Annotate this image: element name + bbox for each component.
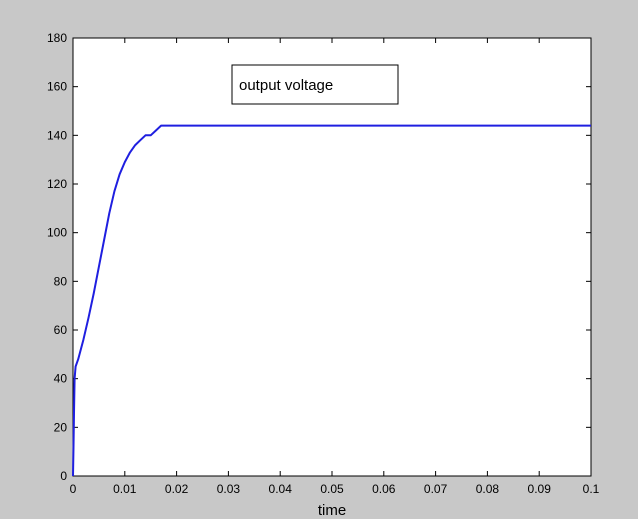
x-axis: 0 0.01 0.02 0.03 0.04 0.05 0.06 0.07 0.08 0.09 0.1 — [70, 38, 600, 496]
legend-box — [231, 64, 399, 105]
x-tick-label: 0.05 — [320, 482, 344, 496]
y-tick-label: 60 — [54, 323, 68, 337]
y-tick-label: 160 — [47, 80, 67, 94]
y-axis: 0 20 40 60 80 100 120 140 160 180 — [47, 31, 591, 483]
x-axis-label: time — [318, 502, 346, 519]
legend: output voltage — [231, 64, 399, 105]
y-tick-label: 140 — [47, 128, 67, 142]
plot-area — [72, 37, 592, 477]
x-tick-label: 0.08 — [476, 482, 500, 496]
y-tick-label: 100 — [47, 226, 67, 240]
x-tick-label: 0.01 — [113, 482, 137, 496]
y-tick-label: 0 — [60, 469, 67, 483]
y-tick-label: 120 — [47, 177, 67, 191]
x-tick-label: 0.09 — [528, 482, 552, 496]
x-tick-label: 0.02 — [165, 482, 189, 496]
x-tick-label: 0.04 — [269, 482, 293, 496]
x-tick-label: 0.06 — [372, 482, 396, 496]
y-tick-label: 20 — [54, 420, 68, 434]
series-layer — [72, 124, 591, 477]
series-line-0 — [72, 124, 591, 477]
x-tick-label: 0.07 — [424, 482, 448, 496]
legend-label: output voltage — [239, 77, 333, 94]
x-tick-label: 0.03 — [217, 482, 241, 496]
y-tick-label: 180 — [47, 31, 67, 45]
x-tick-label: 0.1 — [583, 482, 600, 496]
y-tick-label: 80 — [54, 274, 68, 288]
x-tick-label: 0 — [70, 482, 77, 496]
y-tick-label: 40 — [54, 372, 68, 386]
